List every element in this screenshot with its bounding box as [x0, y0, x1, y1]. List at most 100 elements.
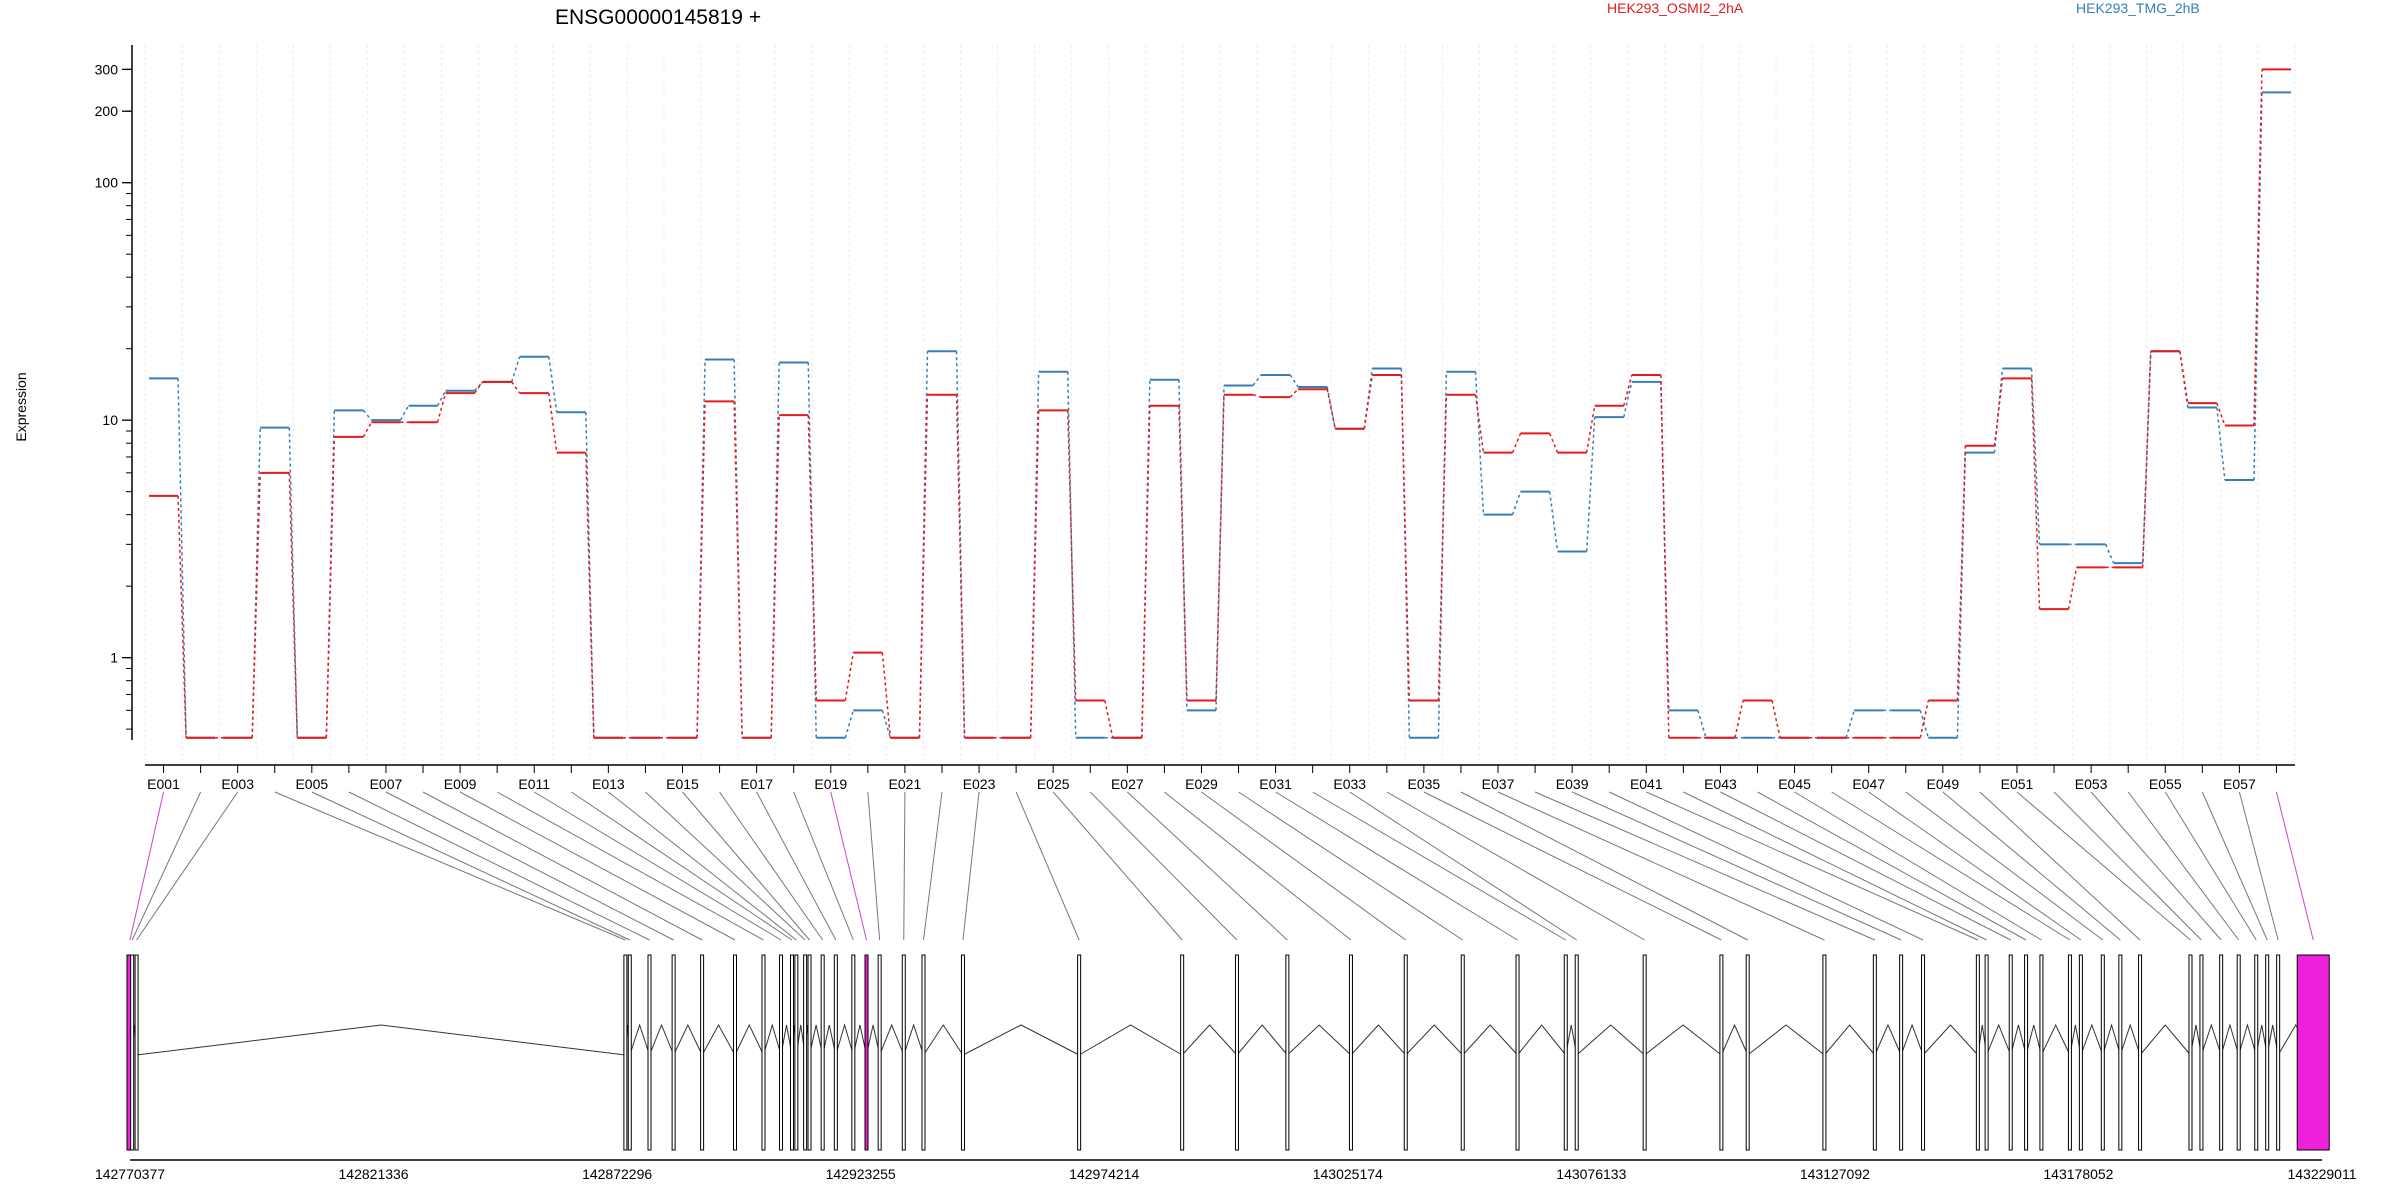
exon-box [820, 954, 825, 1151]
exon-transition [474, 381, 484, 392]
gridlines [144, 45, 2296, 760]
exon-connector [793, 791, 854, 941]
intron [2220, 1023, 2240, 1056]
intron [2080, 1023, 2104, 1056]
exon-tick-label: E027 [1111, 776, 1144, 792]
exon-box [671, 954, 676, 1151]
exon-box [877, 954, 882, 1151]
exon-connector [2127, 791, 2240, 941]
exon-transition [2179, 351, 2189, 404]
exon-box [901, 954, 906, 1151]
exon-box [623, 954, 628, 1151]
exon-connector [385, 791, 674, 941]
exon-connector [1905, 791, 2104, 941]
intron [1236, 1024, 1288, 1056]
intron [2102, 1023, 2121, 1056]
exon-connector [1312, 791, 1567, 941]
exon-transition [844, 710, 855, 738]
exon-box [807, 954, 812, 1151]
legend-label-osmi2: HEK293_OSMI2_2hA [1607, 0, 1744, 16]
exon-transition [1400, 374, 1411, 701]
exon-box [2188, 954, 2193, 1151]
exon-box [1719, 954, 1724, 1151]
exon-connector [756, 791, 837, 941]
exon-transition [696, 401, 706, 738]
intron [763, 1023, 782, 1056]
exon-connector [1126, 791, 1288, 941]
exon-tick-label: E021 [889, 776, 922, 792]
exon-tick-label: E033 [1333, 776, 1366, 792]
exon-box [2219, 954, 2224, 1151]
exon-box [2024, 954, 2029, 1151]
intron [835, 1023, 854, 1056]
exon-transition [1141, 379, 1151, 738]
exon-transition [2104, 544, 2115, 564]
exon-box [1921, 954, 1926, 1151]
exon-transition [1660, 374, 1670, 738]
genomic-tick-label: 143076133 [1556, 1166, 1626, 1182]
exon-connector [136, 791, 239, 941]
exon-box [1574, 954, 1579, 1151]
intron [2010, 1024, 2027, 1056]
exon-transition [510, 356, 521, 383]
exon-transition [1289, 374, 1299, 388]
exon-transition [1252, 393, 1262, 398]
exon-connector [311, 791, 630, 941]
exon-transition [1845, 710, 1855, 738]
exon-box [761, 954, 766, 1151]
exon-transition [362, 421, 373, 438]
exon-box [2254, 954, 2259, 1151]
exon-box [1745, 954, 1750, 1151]
intron [2119, 1023, 2141, 1056]
exon-connectors [129, 791, 2314, 941]
exon-tick-label: E055 [2149, 776, 2182, 792]
exon-transition [1771, 700, 1781, 738]
exon-connector [1571, 791, 1902, 941]
exon-transition [1437, 394, 1448, 701]
exon-tick-label: E037 [1482, 776, 1515, 792]
exon-box [1515, 954, 1520, 1151]
exon-box [1899, 954, 1904, 1151]
exon-box [1642, 954, 1647, 1151]
exon-connector [830, 791, 867, 941]
exon-transition [1956, 445, 1967, 701]
exon-tick-label: E049 [1926, 776, 1959, 792]
exon-tick-label: E053 [2075, 776, 2108, 792]
exon-connector [1683, 791, 1987, 941]
exon-connector [1646, 791, 1979, 941]
exon-connector [1089, 791, 1238, 941]
exon-transition [1474, 394, 1485, 453]
exon-tick-label: E057 [2223, 776, 2256, 792]
intron [866, 1024, 881, 1056]
exon-transition [2253, 92, 2263, 480]
intron [1078, 1024, 1183, 1056]
intron [1874, 1023, 1902, 1056]
y-axis: 1 10 100 200 300 [95, 45, 133, 740]
exon-box [2039, 954, 2044, 1151]
exon-box [833, 954, 838, 1151]
exon-tick-label: E001 [147, 776, 180, 792]
series-lines [149, 68, 2291, 739]
exon-connector [2164, 791, 2257, 941]
exon-connector [1497, 791, 1825, 941]
intron [1287, 1024, 1352, 1056]
intron [1986, 1023, 2012, 1056]
exon-box [1460, 954, 1465, 1151]
exon-box [1234, 954, 1239, 1151]
exon-connector [274, 791, 626, 941]
exon-tick-label: E047 [1852, 776, 1885, 792]
exon-transition [1919, 700, 1930, 738]
exon-box [700, 954, 705, 1151]
exon-transition [1548, 491, 1559, 552]
exon-transition [511, 381, 521, 394]
genomic-axis: 142770377 142821336 142872296 142923255 1429… [95, 1159, 2357, 1182]
exon-transition [1141, 405, 1151, 738]
exon-transition [2216, 407, 2226, 481]
exon-connector [682, 791, 810, 941]
exon-box [2276, 954, 2281, 1151]
exon-connector [923, 791, 943, 941]
exon-box [2078, 954, 2083, 1151]
series-HEK293_OSMI2_2hA [149, 68, 2291, 739]
intron [1720, 1023, 1749, 1056]
